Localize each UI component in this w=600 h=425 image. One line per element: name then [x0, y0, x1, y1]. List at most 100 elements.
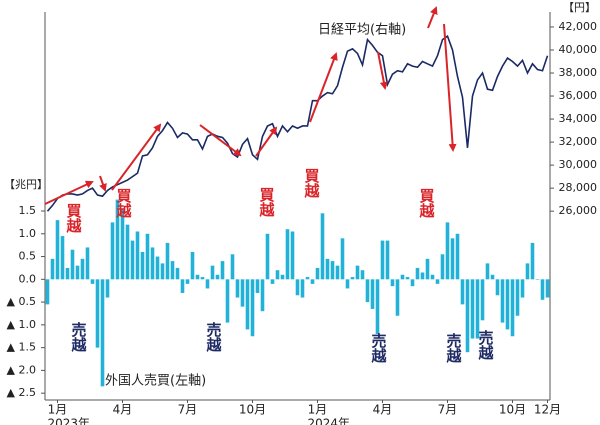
line	[46, 34, 549, 212]
bar	[300, 279, 305, 298]
bar	[470, 279, 475, 339]
x-tick-label: 10月	[239, 403, 266, 417]
y-tick-label: ▲ 0.5	[7, 295, 36, 308]
bar	[215, 274, 220, 280]
bar	[85, 247, 90, 280]
bar	[105, 279, 110, 298]
bar	[340, 238, 345, 280]
y-tick-label: ▲ 2.5	[7, 386, 36, 399]
bar	[45, 279, 50, 305]
bar	[420, 272, 425, 280]
annotation: 売越	[477, 329, 495, 361]
x-tick-label: 1月	[48, 403, 68, 417]
bar	[380, 240, 385, 280]
y2-tick-label: 40,000	[559, 43, 598, 56]
y2-tick-label: 42,000	[559, 20, 598, 33]
trend-arrow	[443, 23, 457, 152]
bar	[145, 233, 150, 280]
bar	[355, 265, 360, 280]
bar	[425, 258, 430, 280]
bar	[495, 279, 500, 296]
bar	[520, 279, 525, 298]
annotation: 買越	[115, 188, 133, 219]
bar	[430, 274, 435, 280]
bar	[125, 224, 130, 280]
bar	[60, 236, 65, 280]
y-tick-label: ▲ 1.5	[7, 341, 36, 354]
bar	[280, 274, 285, 280]
bar	[455, 233, 460, 280]
bar	[385, 240, 390, 280]
bar	[140, 251, 145, 280]
bar	[505, 279, 510, 330]
bar	[255, 279, 260, 293]
x-tick-label: 10月	[499, 403, 526, 417]
bar	[305, 277, 310, 280]
bar	[200, 277, 205, 280]
bar	[490, 274, 495, 280]
trend-arrow	[99, 175, 107, 192]
bar	[525, 263, 530, 280]
x-tick-label: 4月	[373, 403, 393, 417]
bar	[440, 254, 445, 280]
annotation: 買越	[65, 203, 83, 234]
bar	[360, 270, 365, 280]
bar	[545, 279, 550, 298]
bar	[50, 258, 55, 280]
bar	[500, 279, 505, 323]
bar	[290, 231, 295, 280]
y2-tick-label: 28,000	[559, 181, 598, 194]
bar	[330, 261, 335, 280]
bar	[80, 258, 85, 280]
axes	[44, 12, 551, 401]
y-tick-label: 0.0	[19, 272, 37, 285]
bar	[195, 274, 200, 280]
y-unit: 【兆円】	[4, 178, 48, 191]
bar	[400, 274, 405, 280]
bar	[205, 279, 210, 289]
trend-arrow	[377, 51, 388, 90]
bar	[540, 279, 545, 300]
bar	[120, 208, 125, 280]
annotation: 買越	[418, 188, 436, 219]
bar	[315, 267, 320, 280]
legend-label: 外国人売買(左軸)	[105, 373, 206, 389]
bar	[535, 279, 540, 280]
y2-tick-label: 32,000	[559, 135, 598, 148]
y2-tick-label: 38,000	[559, 66, 598, 79]
bar	[245, 279, 250, 330]
bar	[235, 279, 240, 298]
bar	[515, 279, 520, 316]
bar	[240, 279, 245, 307]
bar	[320, 213, 325, 280]
bar	[230, 254, 235, 280]
bar	[180, 279, 185, 293]
x-tick-label: 7月	[178, 403, 198, 417]
bar	[475, 279, 480, 339]
y-tick-label: ▲ 2.0	[7, 363, 36, 376]
year-label: 2024年	[308, 417, 351, 425]
trend-arrow	[309, 52, 338, 123]
trend-arrow	[255, 126, 278, 157]
bar	[335, 265, 340, 280]
bar	[410, 279, 415, 287]
bar	[55, 220, 60, 280]
bar	[285, 229, 290, 280]
bar	[270, 279, 275, 284]
bar	[75, 265, 80, 280]
bar	[190, 251, 195, 280]
y2-tick-label: 36,000	[559, 89, 598, 102]
y-tick-label: ▲ 1.0	[7, 318, 36, 331]
bar	[465, 279, 470, 353]
annotation: 売越	[70, 321, 88, 353]
x-tick-label: 4月	[113, 403, 133, 417]
bar	[170, 261, 175, 280]
bar	[135, 231, 140, 280]
bar	[365, 279, 370, 303]
bar	[405, 277, 410, 280]
y-tick-label: 0.5	[19, 250, 37, 263]
bar	[225, 279, 230, 323]
bar	[325, 258, 330, 280]
bar	[445, 222, 450, 280]
y2-unit: 【円】	[563, 1, 596, 14]
